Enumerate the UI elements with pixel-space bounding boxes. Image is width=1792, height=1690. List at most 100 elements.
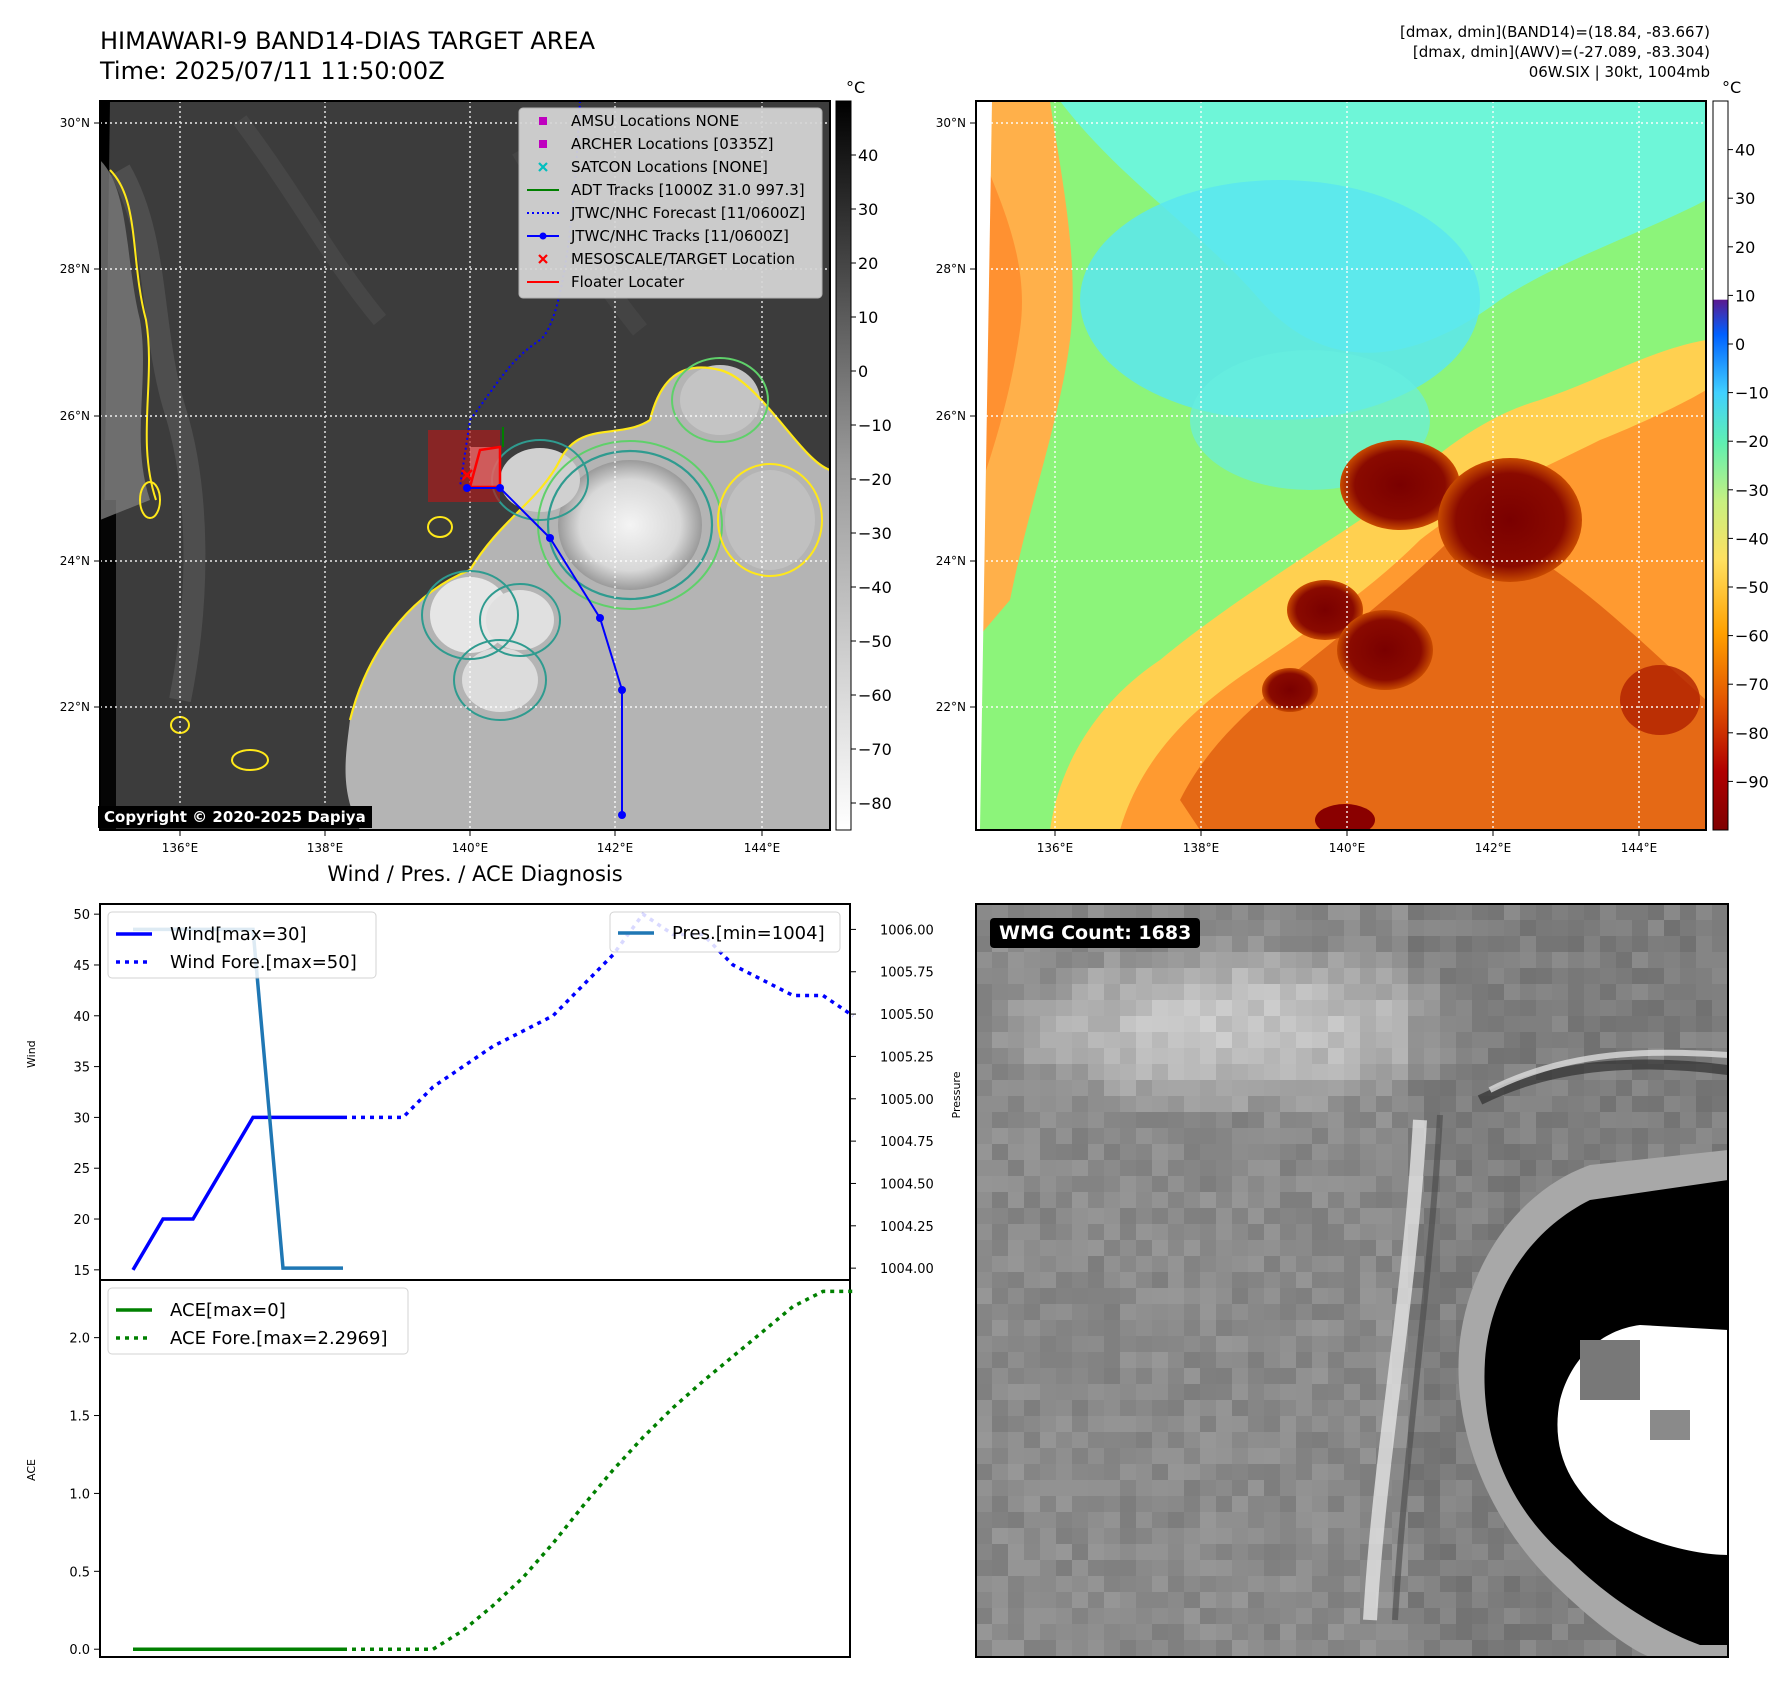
- wmg-pixel: [1184, 1080, 1200, 1096]
- wmg-pixel: [1376, 1592, 1392, 1608]
- wmg-pixel: [1344, 1592, 1360, 1608]
- wmg-pixel: [1136, 1256, 1152, 1272]
- wmg-pixel: [1296, 984, 1312, 1000]
- colorbar-tick-label: −20: [858, 470, 892, 489]
- wmg-pixel: [1024, 1176, 1040, 1192]
- wmg-pixel: [1488, 1208, 1504, 1224]
- wmg-pixel: [1104, 1304, 1120, 1320]
- wmg-pixel: [1136, 984, 1152, 1000]
- wmg-pixel: [1248, 1544, 1264, 1560]
- wind-tick-label: 50: [73, 908, 90, 923]
- wmg-pixel: [1248, 1352, 1264, 1368]
- wmg-pixel: [1072, 1592, 1088, 1608]
- wmg-pixel: [1536, 1624, 1552, 1640]
- wmg-pixel: [1152, 1192, 1168, 1208]
- wmg-pixel: [1520, 1144, 1536, 1160]
- wmg-pixel: [1328, 952, 1344, 968]
- wmg-pixel: [1360, 1624, 1376, 1640]
- wmg-pixel: [976, 904, 992, 920]
- wmg-pixel: [1536, 936, 1552, 952]
- wmg-pixel: [1344, 1608, 1360, 1624]
- wmg-pixel: [1056, 1000, 1072, 1016]
- wmg-pixel: [1168, 1048, 1184, 1064]
- wmg-pixel: [1312, 1000, 1328, 1016]
- wmg-pixel: [1456, 984, 1472, 1000]
- wmg-pixel: [1664, 904, 1680, 920]
- wmg-pixel: [1360, 1272, 1376, 1288]
- wmg-pixel: [1472, 1048, 1488, 1064]
- wmg-pixel: [1712, 1000, 1728, 1016]
- wmg-pixel: [1344, 968, 1360, 984]
- wmg-pixel: [1088, 1192, 1104, 1208]
- wmg-pixel: [1136, 1480, 1152, 1496]
- wmg-pixel: [1504, 1192, 1520, 1208]
- wmg-pixel: [1280, 1384, 1296, 1400]
- wmg-pixel: [1472, 1064, 1488, 1080]
- wmg-pixel: [1248, 1144, 1264, 1160]
- wmg-pixel: [1264, 1624, 1280, 1640]
- wmg-pixel: [1472, 984, 1488, 1000]
- wmg-pixel: [1232, 1608, 1248, 1624]
- wmg-pixel: [1344, 1368, 1360, 1384]
- wmg-pixel: [1536, 1592, 1552, 1608]
- wmg-pixel: [1248, 1048, 1264, 1064]
- wmg-pixel: [1008, 1160, 1024, 1176]
- wmg-pixel: [1488, 1064, 1504, 1080]
- wmg-pixel: [1200, 1032, 1216, 1048]
- wmg-pixel: [1584, 1624, 1600, 1640]
- wmg-pixel: [1312, 1608, 1328, 1624]
- wmg-pixel: [1120, 1512, 1136, 1528]
- wmg-pixel: [1200, 1560, 1216, 1576]
- wmg-pixel: [1536, 968, 1552, 984]
- wmg-pixel: [1168, 1272, 1184, 1288]
- wmg-pixel: [992, 1368, 1008, 1384]
- wmg-pixel: [1120, 1624, 1136, 1640]
- wmg-pixel: [1008, 952, 1024, 968]
- wmg-pixel: [1312, 1240, 1328, 1256]
- wmg-pixel: [1360, 1320, 1376, 1336]
- wmg-pixel: [1504, 920, 1520, 936]
- wmg-pixel: [1024, 1640, 1040, 1656]
- wmg-pixel: [1216, 1512, 1232, 1528]
- wmg-pixel: [1472, 1608, 1488, 1624]
- wmg-pixel: [1552, 1144, 1568, 1160]
- wmg-pixel: [1120, 1192, 1136, 1208]
- wmg-pixel: [1104, 904, 1120, 920]
- wmg-pixel: [1344, 1208, 1360, 1224]
- wmg-pixel: [1248, 1160, 1264, 1176]
- wmg-pixel: [1040, 1592, 1056, 1608]
- wmg-pixel: [1264, 1080, 1280, 1096]
- wmg-pixel: [1168, 1416, 1184, 1432]
- wmg-pixel: [1120, 1464, 1136, 1480]
- wmg-pixel: [1296, 920, 1312, 936]
- wmg-pixel: [1312, 1336, 1328, 1352]
- wmg-pixel: [1008, 1208, 1024, 1224]
- wmg-pixel: [1520, 1000, 1536, 1016]
- wmg-pixel: [1120, 1160, 1136, 1176]
- wmg-pixel: [1328, 1624, 1344, 1640]
- wmg-pixel: [1200, 1000, 1216, 1016]
- wmg-pixel: [1536, 1128, 1552, 1144]
- wmg-count-badge: WMG Count: 1683: [990, 918, 1201, 948]
- wmg-pixel: [1184, 1048, 1200, 1064]
- wmg-pixel: [1424, 1560, 1440, 1576]
- wmg-pixel: [1344, 1560, 1360, 1576]
- wmg-pixel: [1232, 1096, 1248, 1112]
- wmg-pixel: [1376, 1208, 1392, 1224]
- wmg-pixel: [1040, 1064, 1056, 1080]
- wmg-pixel: [1216, 920, 1232, 936]
- wmg-pixel: [1648, 1080, 1664, 1096]
- wmg-pixel: [1248, 1304, 1264, 1320]
- legend-label: ACE[max=0]: [170, 1300, 286, 1321]
- wmg-pixel: [1520, 920, 1536, 936]
- wmg-pixel: [1328, 984, 1344, 1000]
- wmg-pixel: [1600, 1096, 1616, 1112]
- wmg-pixel: [1328, 1128, 1344, 1144]
- wmg-pixel: [1072, 1320, 1088, 1336]
- wmg-pixel: [1504, 1128, 1520, 1144]
- wmg-pixel: [1120, 1560, 1136, 1576]
- wmg-pixel: [1008, 1416, 1024, 1432]
- wmg-pixel: [1056, 1128, 1072, 1144]
- wmg-pixel: [1136, 1528, 1152, 1544]
- wmg-pixel: [1200, 1544, 1216, 1560]
